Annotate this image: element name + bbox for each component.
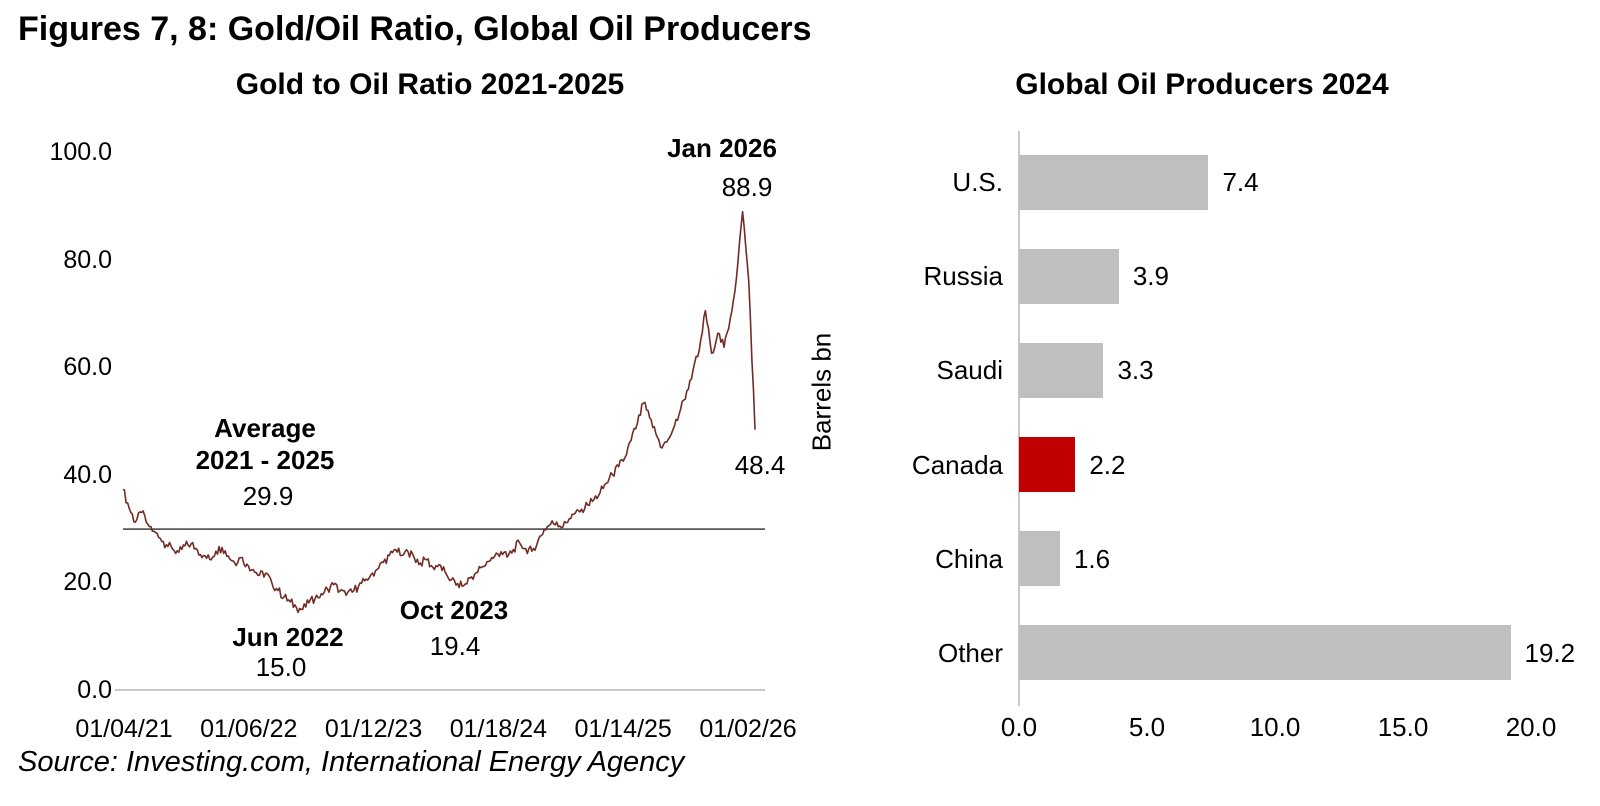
y-axis-tick-label: 100.0 — [49, 138, 112, 166]
x-axis-tick-label: 15.0 — [1377, 712, 1429, 742]
right-chart-title: Global Oil Producers 2024 — [1015, 68, 1389, 101]
annotation-peak-value: 88.9 — [721, 172, 773, 202]
y-axis-tick-label: 80.0 — [63, 245, 112, 274]
annotation-peak-label: Jan 2026 — [667, 133, 777, 163]
annotation-oct2023-value: 19.4 — [429, 631, 481, 661]
bar — [1019, 248, 1119, 304]
bar — [1019, 154, 1209, 210]
y-axis-tick-label: 40.0 — [63, 460, 112, 489]
x-axis-tick-label: 01/18/24 — [449, 715, 548, 743]
bar-value-label: 1.6 — [1073, 543, 1111, 574]
x-axis-tick-label: 01/14/25 — [574, 715, 672, 743]
bar-category-label: China — [935, 543, 1003, 574]
bar — [1019, 625, 1511, 681]
category-axis-line — [1018, 131, 1020, 706]
bar-value-label: 7.4 — [1222, 167, 1259, 198]
bar-category-label: Saudi — [936, 355, 1004, 386]
x-axis-tick-label: 01/12/23 — [324, 715, 423, 743]
annotation-latest-value: 48.4 — [734, 450, 786, 480]
x-axis-tick-label: 01/02/26 — [699, 715, 797, 743]
bar-category-label: U.S. — [952, 167, 1003, 198]
y-axis-tick-label: 60.0 — [63, 353, 112, 382]
bar-value-label: 2.2 — [1089, 449, 1126, 480]
bar-value-label: 3.9 — [1132, 261, 1169, 292]
bar-category-label: Russia — [923, 261, 1003, 292]
right-chart-y-axis-label: Barrels bn — [806, 332, 837, 452]
gold-oil-ratio-line-chart — [115, 210, 765, 691]
annotation-average-line2: 2021 - 2025 — [195, 445, 335, 475]
y-axis-tick-label: 20.0 — [63, 568, 112, 597]
bar-value-label: 3.3 — [1117, 355, 1154, 386]
x-axis-tick-label: 20.0 — [1505, 712, 1557, 742]
gold-oil-ratio-series-line — [122, 210, 756, 614]
x-axis-tick-label: 01/04/21 — [75, 715, 173, 743]
left-chart-title: Gold to Oil Ratio 2021-2025 — [235, 68, 625, 101]
x-axis-tick-label: 01/06/22 — [200, 715, 298, 743]
x-axis-tick-label: 5.0 — [1128, 712, 1166, 742]
bar — [1019, 437, 1076, 493]
annotation-jun2022-label: Jun 2022 — [232, 622, 344, 652]
bar — [1019, 531, 1060, 587]
y-axis-tick-label: 0.0 — [77, 676, 112, 704]
source-attribution: Source: Investing.com, International Ene… — [18, 746, 685, 778]
x-axis-tick-label: 10.0 — [1249, 712, 1301, 742]
figure-title: Figures 7, 8: Gold/Oil Ratio, Global Oil… — [18, 10, 812, 48]
x-axis-tick-label: 0.0 — [1000, 712, 1038, 742]
bar — [1019, 342, 1104, 398]
bar-category-label: Canada — [911, 449, 1003, 480]
annotation-average-value: 29.9 — [242, 481, 294, 511]
bar-value-label: 19.2 — [1524, 637, 1576, 668]
annotation-oct2023-label: Oct 2023 — [399, 595, 509, 625]
annotation-jun2022-value: 15.0 — [255, 652, 307, 682]
annotation-average-line1: Average — [214, 413, 316, 443]
bar-category-label: Other — [937, 637, 1003, 668]
